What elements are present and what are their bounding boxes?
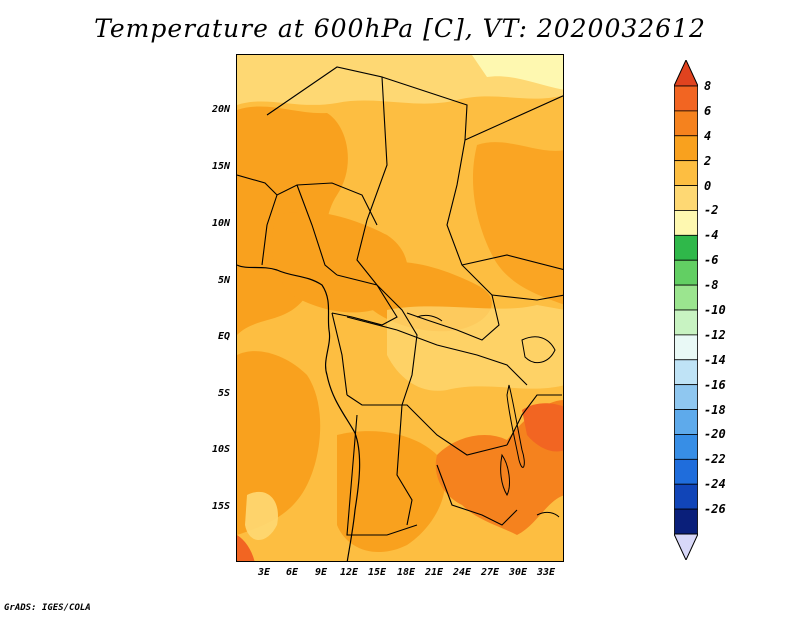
colorbar-arrow-top [674, 60, 698, 87]
colorbar-segment [674, 110, 698, 137]
colorbar-tick-label: -12 [704, 327, 726, 342]
colorbar-segment [674, 483, 698, 510]
colorbar-tick-label: -10 [704, 303, 726, 317]
colorbar-segment [674, 384, 698, 410]
field-region-warm [237, 351, 321, 535]
colorbar-tick-label: -6 [704, 253, 719, 268]
lon-tick-label: 9E [314, 567, 328, 578]
lon-tick-label: 6E [285, 567, 299, 578]
lon-tick-label: 27E [480, 567, 500, 578]
colorbar-segment [674, 284, 698, 311]
colorbar-segment [674, 85, 698, 112]
colorbar-tick-label: -18 [704, 402, 726, 417]
colorbar-tick-label: -16 [704, 377, 726, 392]
colorbar-segment [674, 434, 698, 460]
colorbar [674, 60, 698, 560]
colorbar-segment [674, 309, 698, 336]
colorbar-tick-label: 0 [704, 178, 712, 193]
colorbar-tick-label: -26 [704, 502, 726, 517]
lat-tick-label: 10N [211, 218, 230, 229]
colorbar-tick-label: 2 [704, 153, 712, 168]
field-region-hottest [237, 535, 255, 561]
lat-tick-label: 15S [211, 501, 230, 512]
field-region-warm [337, 431, 446, 553]
colorbar-segment [674, 160, 698, 186]
field-region-cool [472, 55, 563, 90]
coastline [237, 264, 361, 561]
lat-tick-label: 5S [217, 388, 230, 399]
colorbar-tick-label: 4 [704, 128, 712, 143]
colorbar-tick-label: -24 [704, 477, 726, 492]
colorbar-segment [674, 210, 698, 236]
colorbar-tick-label: -22 [704, 452, 726, 467]
colorbar-segment [674, 234, 698, 261]
lon-tick-label: 21E [424, 567, 444, 578]
field-region-cool [387, 305, 563, 391]
lakes [416, 314, 560, 518]
lon-tick-label: 24E [452, 567, 472, 578]
colorbar-segment [674, 508, 698, 535]
chart-title: Temperature at 600hPa [C], VT: 202003261… [94, 14, 706, 43]
colorbar-tick-label: -4 [704, 228, 719, 243]
colorbar-tick-label: -8 [704, 278, 719, 293]
field-region-cool [245, 491, 278, 540]
colorbar-segment [674, 185, 698, 211]
colorbar-segment [674, 359, 698, 386]
colorbar-segment [674, 458, 698, 485]
colorbar-arrow-bottom [674, 533, 698, 560]
colorbar-segment [674, 259, 698, 286]
colorbar-segment [674, 409, 698, 435]
colorbar-segment [674, 135, 698, 162]
credit-text: GrADS: IGES/COLA [4, 603, 91, 613]
colorbar-tick-label: -2 [704, 203, 719, 218]
lat-tick-label: 10S [211, 444, 230, 455]
temperature-field [237, 55, 563, 561]
colorbar-tick-label: 8 [704, 79, 712, 93]
lon-tick-label: 30E [508, 567, 528, 578]
lon-tick-label: 15E [367, 567, 387, 578]
lat-tick-label: 15N [211, 161, 230, 172]
lat-tick-label: EQ [217, 331, 230, 342]
colorbar-tick-label: 6 [704, 103, 712, 118]
lon-tick-label: 18E [396, 567, 416, 578]
lon-tick-label: 3E [257, 567, 271, 578]
lat-tick-label: 20N [211, 104, 230, 115]
lat-tick-label: 5N [217, 275, 230, 286]
colorbar-tick-label: -20 [704, 427, 726, 442]
field-region-hottest [522, 403, 563, 452]
colorbar-segment [674, 334, 698, 361]
map-panel [236, 54, 564, 562]
colorbar-tick-label: -14 [704, 352, 726, 367]
lon-tick-label: 33E [536, 567, 556, 578]
lon-tick-label: 12E [339, 567, 359, 578]
country-borders [237, 66, 563, 536]
